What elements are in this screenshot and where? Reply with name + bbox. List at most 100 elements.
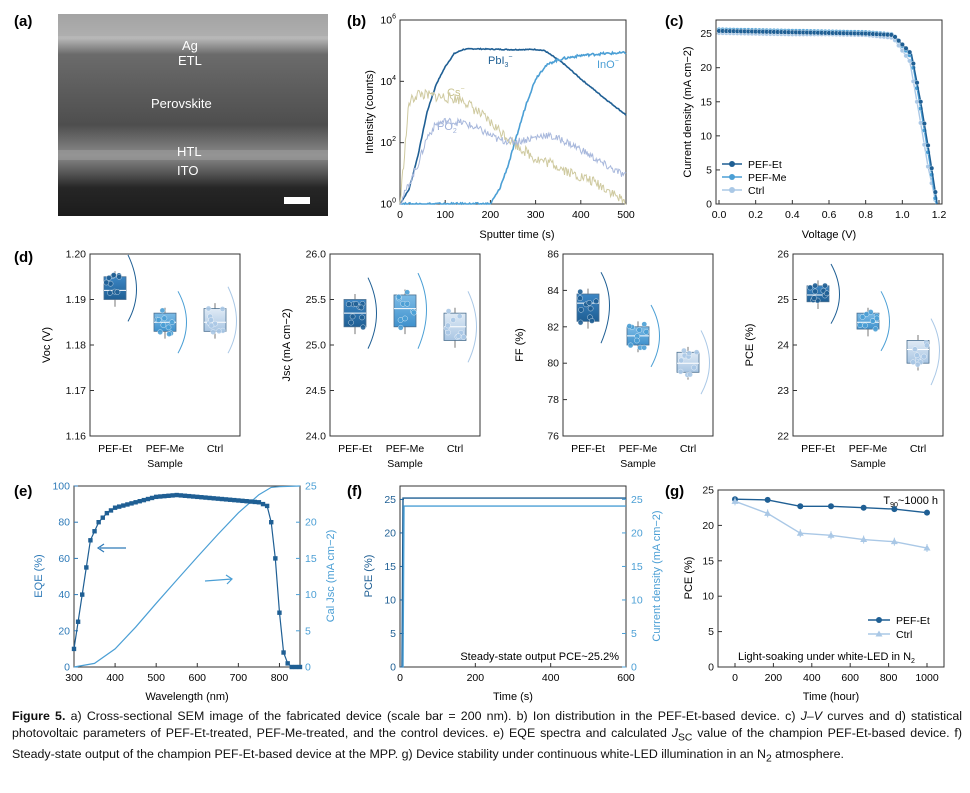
panel-c-xtick-label: 1.2 — [932, 209, 947, 221]
series-current-density — [402, 505, 626, 668]
eqe-point — [248, 499, 253, 504]
panel-c-ytick-label: 5 — [706, 164, 712, 176]
panel-b-plot: Sputter time (s) Intensity (counts) PbI3… — [364, 14, 635, 242]
panel-d-ff-distribution — [700, 330, 710, 395]
series-pef-et-point — [797, 503, 804, 510]
panel-e-xtick-label: 300 — [65, 672, 83, 684]
panel-d-voc-distribution — [227, 286, 237, 354]
panel-d-ff-point — [586, 300, 593, 306]
eqe-point — [186, 493, 192, 499]
panel-d-pce-ylabel: PCE (%) — [744, 324, 756, 367]
eqe-point — [141, 497, 147, 503]
panel-e-right-ytick-label: 5 — [305, 625, 311, 637]
series-pef-et-point — [932, 189, 938, 195]
panel-d-pce-point — [923, 342, 930, 349]
panel-d-pce-distribution — [930, 318, 940, 386]
panel-f-plot: Time (s) PCE (%) Current density (mA cm−… — [363, 485, 663, 703]
panel-c-xtick-label: 0.0 — [712, 209, 727, 221]
panel-d-voc-point — [157, 329, 163, 335]
panel-d-pce-distribution — [830, 263, 840, 324]
panel-e-xtick-label: 700 — [230, 672, 248, 684]
panel-e-plot: Wavelength (nm) EQE (%) Cal Jsc (mA cm−2… — [33, 481, 337, 704]
panel-d-ff-frame — [562, 253, 714, 437]
series-pef-et-point — [860, 504, 867, 511]
panel-d-ff-point — [627, 342, 634, 349]
eqe-point — [117, 504, 122, 509]
panel-d-jsc-point — [455, 333, 462, 339]
eqe-point — [199, 495, 204, 500]
panel-g-letter: (g) — [665, 483, 684, 500]
panel-d-pce-ytick-label: 26 — [777, 249, 789, 261]
panel-d-jsc-point — [353, 301, 359, 307]
panel-d-ff-category-label: PEF-Et — [571, 443, 605, 455]
panel-d-jsc-point — [450, 317, 456, 323]
panel-d-voc-point — [155, 317, 162, 323]
eqe-point — [174, 492, 179, 498]
panel-d-ff-distribution — [650, 304, 660, 368]
eqe-point — [158, 494, 163, 499]
panel-d-jsc-ytick-label: 26.0 — [306, 249, 327, 261]
panel-d-voc-point — [166, 331, 172, 337]
panel-e-xtick-label: 800 — [271, 672, 289, 684]
panel-d-jsc-point — [402, 315, 408, 322]
panel-d-ff-ytick-label: 80 — [547, 358, 559, 370]
panel-d-pce-point — [857, 322, 863, 328]
panel-d-ff-point — [577, 288, 584, 295]
series-cal-jsc — [73, 485, 301, 668]
panel-d-ff-xlabel: Sample — [620, 458, 656, 470]
legend-marker — [729, 187, 735, 193]
eqe-point — [190, 494, 196, 499]
panel-f-ytick-label: 10 — [384, 594, 396, 606]
eqe-point — [236, 498, 241, 503]
panel-f-right-ytick-label: 10 — [631, 594, 643, 606]
arrow-left — [96, 543, 126, 553]
panel-f-letter: (f) — [347, 483, 362, 500]
series-pef-et-point — [907, 49, 913, 55]
panel-d-pce-point — [859, 314, 866, 320]
label-pbi3: PbI3− — [488, 54, 513, 69]
panel-f-xlabel: Time (s) — [493, 691, 533, 703]
panel-b-xtick-label: 200 — [482, 209, 500, 221]
panel-g-xtick-label: 600 — [841, 672, 859, 684]
panel-d-voc-point — [110, 272, 117, 278]
panel-e-right-ytick-label: 10 — [305, 589, 317, 601]
eqe-point — [125, 502, 130, 507]
panel-f-xtick-label: 200 — [467, 672, 485, 684]
eqe-point — [100, 515, 105, 520]
panel-e-right-ytick-label: 25 — [305, 481, 317, 493]
panel-d-pce-ytick-label: 24 — [777, 340, 789, 352]
series-pef-et-point — [914, 80, 920, 86]
panel-d-voc-point — [116, 274, 122, 280]
label-po2: PO2− — [437, 120, 461, 135]
eqe-point — [297, 664, 303, 670]
panel-d-jsc-distribution — [367, 277, 377, 349]
panel-d-jsc-point — [397, 324, 404, 331]
series-pef-et-point — [896, 38, 902, 44]
panel-d-jsc-xlabel: Sample — [387, 458, 423, 470]
panel-d-pce-point — [807, 284, 813, 291]
panel-d-voc-ytick-label: 1.17 — [66, 385, 87, 397]
panel-d-pce-point — [912, 346, 918, 353]
legend-marker — [729, 161, 735, 167]
panel-d-ff-point — [636, 327, 643, 333]
series-pef-et-point — [903, 45, 909, 51]
panel-b-ylabel: Intensity (counts) — [364, 70, 376, 154]
panel-d-pce-point — [910, 359, 916, 366]
panel-d-ff-point — [587, 305, 594, 312]
panel-e-ytick-label: 40 — [58, 589, 70, 601]
panel-d-ff-point — [677, 368, 684, 375]
panel-d-ff-point — [641, 321, 648, 327]
panel-c-ytick-label: 0 — [706, 199, 712, 211]
series-ctrl-point — [731, 497, 739, 504]
panel-d-pce-point — [874, 315, 880, 322]
eqe-point — [256, 500, 262, 505]
label-ino: InO− — [597, 58, 619, 71]
panel-g-ytick-label: 10 — [702, 591, 714, 603]
panel-d-pce-point — [863, 311, 870, 317]
panel-d-voc-distribution — [177, 291, 187, 354]
panel-g-ytick-label: 0 — [708, 662, 714, 674]
panel-d-ff-point — [643, 329, 650, 335]
panel-e-letter: (e) — [14, 483, 32, 500]
legend-marker — [876, 617, 882, 623]
eqe-point — [133, 500, 138, 505]
